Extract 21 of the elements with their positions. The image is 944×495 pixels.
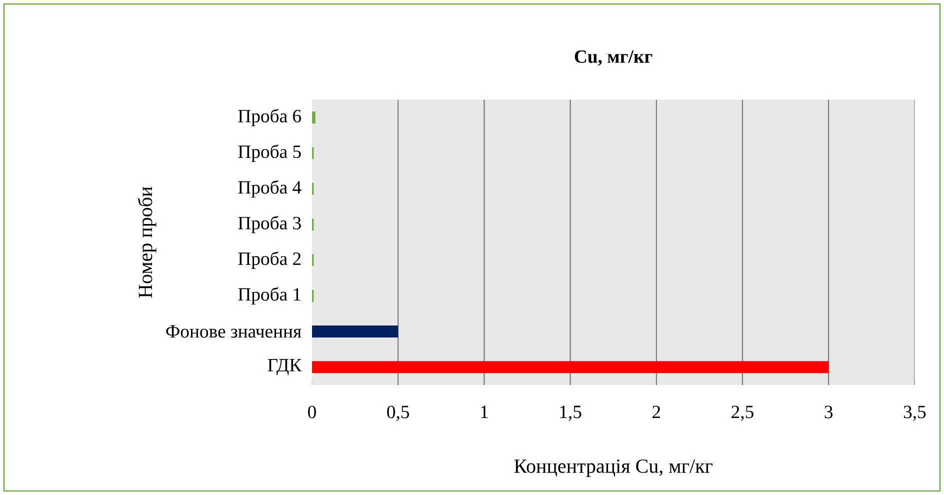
x-tick-label: 0,5 [387,406,410,421]
y-tick-label: Проба 2 [238,251,301,269]
x-tick-label: 2,5 [732,406,754,421]
y-tick-label: Проба 5 [238,144,301,162]
chart-title: Cu, мг/кг [574,50,652,66]
bar [312,325,398,338]
y-tick-label: Проба 3 [238,216,301,234]
y-tick-label: Проба 6 [238,108,302,126]
bar [312,361,829,374]
x-tick-label: 1,5 [560,406,582,421]
x-axis-title: Концентрація Cu, мг/кг [514,459,712,477]
x-tick-label: 3,5 [904,406,926,421]
y-tick-label: Фонове значення [166,325,302,338]
x-tick-label: 3 [824,406,833,418]
x-tick-label: 2 [652,406,660,418]
y-tick-label: ГДК [268,359,302,376]
x-tick-label: 0 [308,406,316,418]
y-axis-title: Номер проби [138,186,156,298]
y-tick-label: Проба 4 [238,180,302,198]
y-tick-label: Проба 1 [238,287,300,304]
x-tick-label: 1 [481,406,488,418]
